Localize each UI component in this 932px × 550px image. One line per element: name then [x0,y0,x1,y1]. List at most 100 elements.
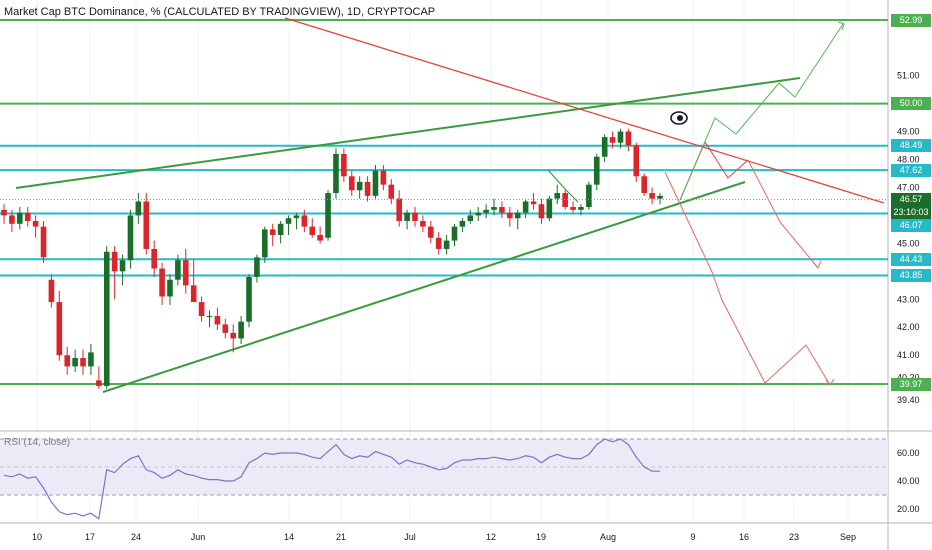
candle-body[interactable] [206,316,213,318]
candle-body[interactable] [372,170,379,196]
candle-body[interactable] [119,260,126,272]
candle-body[interactable] [562,193,568,208]
candle-body[interactable] [420,221,426,227]
candle-body[interactable] [586,184,592,208]
candle-body[interactable] [72,358,78,367]
candle-body[interactable] [40,226,47,258]
candle-body[interactable] [230,332,237,339]
chart-title: Market Cap BTC Dominance, % (CALCULATED … [4,6,436,18]
candle-body[interactable] [554,193,561,199]
candle-body[interactable] [483,209,489,213]
candle-body[interactable] [459,221,466,227]
candle-body[interactable] [356,181,363,191]
candle-body[interactable] [538,204,545,219]
candle-body[interactable] [499,207,505,213]
candle-body[interactable] [348,176,355,191]
candle-body[interactable] [546,198,553,219]
candle-body[interactable] [175,260,181,280]
candle-body[interactable] [135,201,142,216]
candle-body[interactable] [167,279,173,297]
candle-body[interactable] [1,209,7,216]
candle-body[interactable] [143,201,150,249]
candle-body[interactable] [190,285,197,303]
candle-body[interactable] [435,237,442,249]
candle-body[interactable] [293,215,300,219]
candle-body[interactable] [649,193,655,199]
candle-body[interactable] [601,137,608,157]
candle-body[interactable] [9,215,15,224]
upper-wedge-line[interactable] [15,77,801,189]
candle-body[interactable] [64,355,71,367]
candle-body[interactable] [32,221,39,227]
candle-body[interactable] [625,131,632,146]
candle-body[interactable] [269,229,276,235]
candle-body[interactable] [443,240,450,249]
candle-body[interactable] [222,324,229,333]
candle-body[interactable] [530,201,537,205]
candle-body[interactable] [491,207,497,210]
candle-body[interactable] [427,226,434,238]
candle-body[interactable] [238,321,244,339]
candle-body[interactable] [309,226,316,235]
price-tick-label: 49.00 [897,127,920,137]
candle-body[interactable] [380,170,387,185]
candle-body[interactable] [88,352,94,367]
time-axis-label: 9 [690,532,695,542]
candle-body[interactable] [388,184,395,199]
candle-body[interactable] [617,131,624,143]
time-axis-label: 19 [536,532,546,542]
candle-body[interactable] [198,302,205,317]
candle-body[interactable] [127,215,134,261]
candle-body[interactable] [333,153,339,194]
candle-body[interactable] [48,279,55,303]
candle-body[interactable] [467,215,474,222]
candle-body[interactable] [475,212,482,216]
rsi-line[interactable] [3,438,660,520]
candle-body[interactable] [578,207,584,210]
candle-body[interactable] [96,380,102,386]
candle-body[interactable] [570,207,576,210]
candle-body[interactable] [56,302,63,356]
candle-body[interactable] [514,212,521,219]
price-tick-label: 45.00 [897,238,920,248]
projection-green-up [679,23,844,201]
candle-body[interactable] [412,212,418,222]
price-label-price: 46.57 [891,192,931,206]
descending-trendline[interactable] [284,17,885,204]
candle-body[interactable] [404,212,410,222]
red-arrowhead-1 [812,260,822,269]
candle-body[interactable] [593,156,600,185]
candle-body[interactable] [17,212,23,224]
candle-body[interactable] [396,198,402,222]
price-label-cyan: 48.49 [891,139,931,153]
candle-body[interactable] [317,234,323,241]
candle-body[interactable] [285,218,292,224]
candle-body[interactable] [254,257,260,277]
candle-body[interactable] [522,201,529,213]
candle-body[interactable] [507,212,513,219]
candle-body[interactable] [151,248,157,269]
candle-body[interactable] [214,316,221,325]
lower-wedge-line[interactable] [102,181,746,393]
candle-body[interactable] [609,137,616,143]
candle-body[interactable] [325,193,331,238]
candle-body[interactable] [341,153,347,177]
candle-body[interactable] [451,226,458,241]
candle-body[interactable] [24,212,31,222]
candle-body[interactable] [277,223,284,235]
candle-body[interactable] [364,181,371,196]
candle-body[interactable] [111,251,118,272]
candle-body[interactable] [262,229,268,258]
candle-body[interactable] [246,276,252,322]
candle-body[interactable] [633,145,640,177]
candle-body[interactable] [641,176,647,194]
candle-body[interactable] [301,215,308,227]
time-axis-label: Jul [404,532,416,542]
candle-body[interactable] [182,260,189,286]
candle-body[interactable] [657,195,663,199]
candle-body[interactable] [80,358,86,367]
candle-body[interactable] [159,268,165,297]
candle-body[interactable] [103,251,110,386]
